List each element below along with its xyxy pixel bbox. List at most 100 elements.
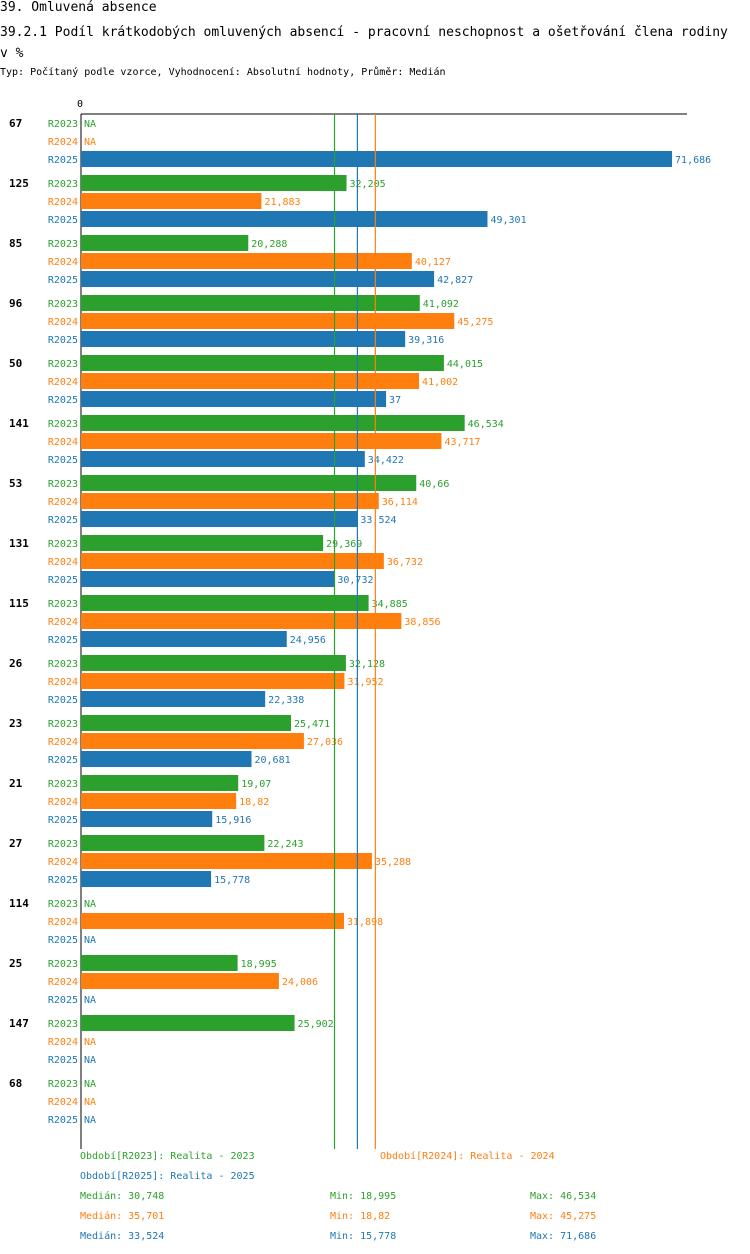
data-label-r2024: 43,717: [444, 437, 480, 448]
data-label-r2025: 15,778: [214, 875, 250, 886]
data-label-r2023: NA: [84, 899, 96, 910]
bar-r2023: [81, 835, 265, 851]
series-label-r2024: R2024: [48, 1097, 78, 1108]
data-label-r2023: NA: [84, 119, 96, 130]
series-label-r2025: R2025: [48, 215, 78, 226]
bar-r2025: [81, 811, 213, 827]
category-label: 141: [9, 417, 29, 430]
series-label-r2025: R2025: [48, 1115, 78, 1126]
data-label-r2025: 33,524: [360, 515, 396, 526]
data-label-r2024: 45,275: [457, 317, 493, 328]
stat-min-r2024: Min: 18,82: [330, 1211, 391, 1222]
data-label-r2024: NA: [84, 1097, 96, 1108]
bar-r2025: [81, 211, 488, 227]
data-label-r2025: 20,681: [255, 755, 291, 766]
data-label-r2023: 25,471: [294, 719, 330, 730]
series-label-r2024: R2024: [48, 677, 78, 688]
chart-subtitle: Typ: Počítaný podle vzorce, Vyhodnocení:…: [0, 67, 446, 78]
bar-chart: 0 67 R2023 NA R2024 NA R2025 71,686 125 R2023 32,2…: [9, 99, 711, 1149]
bar-r2023: [81, 535, 324, 551]
bar-r2023: [81, 715, 292, 731]
category-label: 96: [9, 297, 23, 310]
series-label-r2023: R2023: [48, 1079, 78, 1090]
data-label-r2024: 36,114: [382, 497, 418, 508]
series-label-r2023: R2023: [48, 659, 78, 670]
series-label-r2023: R2023: [48, 299, 78, 310]
bar-r2024: [81, 193, 262, 209]
bar-r2024: [81, 733, 304, 749]
chart-title: 39.2.1 Podíl krátkodobých omluvených abs…: [0, 25, 728, 61]
series-label-r2023: R2023: [48, 719, 78, 730]
bar-r2023: [81, 475, 417, 491]
series-label-r2025: R2025: [48, 515, 78, 526]
bar-r2023: [81, 295, 420, 311]
series-label-r2023: R2023: [48, 479, 78, 490]
series-label-r2025: R2025: [48, 935, 78, 946]
bar-r2024: [81, 793, 237, 809]
data-label-r2025: 42,827: [437, 275, 473, 286]
stat-max-r2024: Max: 45,275: [530, 1211, 597, 1222]
series-label-r2024: R2024: [48, 437, 78, 448]
data-label-r2024: 40,127: [415, 257, 451, 268]
category-label: 115: [9, 597, 29, 610]
bar-r2025: [81, 271, 435, 287]
series-label-r2025: R2025: [48, 395, 78, 406]
data-label-r2025: 15,916: [215, 815, 251, 826]
bar-r2025: [81, 691, 266, 707]
series-label-r2025: R2025: [48, 1055, 78, 1066]
series-label-r2024: R2024: [48, 857, 78, 868]
bar-r2024: [81, 613, 402, 629]
bar-r2023: [81, 175, 347, 191]
legend-period-r2023: Období[R2023]: Realita - 2023: [80, 1151, 255, 1162]
series-label-r2024: R2024: [48, 197, 78, 208]
data-label-r2023: NA: [84, 1079, 96, 1090]
series-label-r2023: R2023: [48, 419, 78, 430]
data-label-r2023: 20,288: [251, 239, 287, 250]
series-label-r2025: R2025: [48, 575, 78, 586]
stat-max-r2025: Max: 71,686: [530, 1231, 597, 1242]
stat-median-r2025: Medián: 33,524: [80, 1231, 165, 1242]
category-label: 23: [9, 717, 22, 730]
bar-r2023: [81, 415, 465, 431]
data-label-r2024: 31,952: [347, 677, 383, 688]
data-label-r2024: 27,036: [307, 737, 343, 748]
bar-r2025: [81, 451, 365, 467]
data-label-r2025: NA: [84, 995, 96, 1006]
series-label-r2023: R2023: [48, 959, 78, 970]
data-label-r2025: 34,422: [368, 455, 404, 466]
bar-r2025: [81, 751, 252, 767]
category-label: 27: [9, 837, 22, 850]
data-label-r2025: NA: [84, 935, 96, 946]
series-label-r2024: R2024: [48, 1037, 78, 1048]
data-label-r2023: 34,885: [372, 599, 408, 610]
series-label-r2024: R2024: [48, 137, 78, 148]
data-label-r2024: 35,288: [375, 857, 411, 868]
stat-min-r2023: Min: 18,995: [330, 1191, 397, 1202]
bar-r2023: [81, 235, 249, 251]
series-label-r2025: R2025: [48, 755, 78, 766]
series-label-r2023: R2023: [48, 239, 78, 250]
x-axis-zero-label: 0: [77, 99, 83, 110]
bar-r2023: [81, 1015, 295, 1031]
section-title: 39. Omluvená absence: [0, 0, 157, 15]
bar-r2024: [81, 673, 345, 689]
bar-r2024: [81, 313, 455, 329]
bar-r2023: [81, 955, 238, 971]
bar-r2024: [81, 553, 384, 569]
series-label-r2023: R2023: [48, 899, 78, 910]
series-label-r2025: R2025: [48, 275, 78, 286]
bar-r2023: [81, 595, 369, 611]
data-label-r2023: 19,07: [241, 779, 271, 790]
data-label-r2025: NA: [84, 1055, 96, 1066]
data-label-r2025: NA: [84, 1115, 96, 1126]
bar-r2025: [81, 511, 358, 527]
series-label-r2025: R2025: [48, 695, 78, 706]
stat-min-r2025: Min: 15,778: [330, 1231, 397, 1242]
series-label-r2023: R2023: [48, 1019, 78, 1030]
data-label-r2024: 41,002: [422, 377, 458, 388]
series-label-r2025: R2025: [48, 455, 78, 466]
series-label-r2025: R2025: [48, 995, 78, 1006]
category-label: 67: [9, 117, 22, 130]
category-label: 53: [9, 477, 22, 490]
data-label-r2023: 25,902: [298, 1019, 334, 1030]
